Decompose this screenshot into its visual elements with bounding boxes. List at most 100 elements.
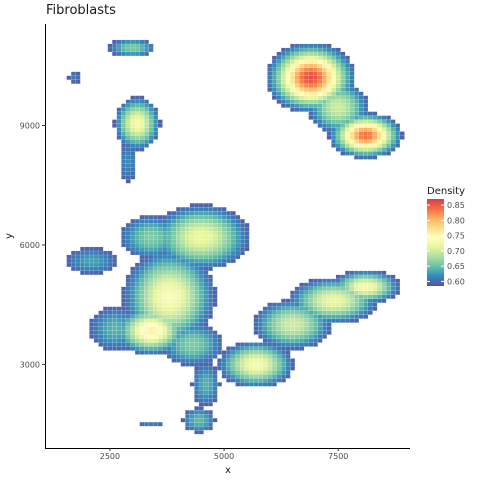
density-tile (335, 71, 341, 76)
density-tile (148, 43, 154, 49)
density-tile (299, 103, 305, 108)
density-tile (198, 222, 204, 228)
density-tile (194, 219, 200, 224)
density-tile (386, 274, 391, 279)
density-tile (121, 51, 127, 57)
density-tile (363, 314, 369, 319)
density-tile (171, 211, 177, 216)
density-tile (121, 314, 127, 319)
density-tile (116, 115, 122, 120)
density-tile (180, 338, 186, 343)
density-tile (148, 47, 154, 53)
density-tile (112, 310, 117, 315)
density-tile (372, 302, 378, 307)
density-tile (244, 378, 250, 383)
density-tile (367, 127, 373, 132)
density-tile (381, 274, 387, 279)
density-tile (171, 302, 177, 307)
density-tile (125, 334, 131, 339)
density-tile (281, 67, 286, 72)
density-tile (107, 250, 113, 256)
density-tile (358, 286, 364, 291)
density-tile (139, 254, 145, 260)
density-tile (340, 282, 346, 287)
density-tile (271, 366, 277, 371)
density-tile (203, 418, 209, 423)
density-tile (153, 230, 159, 236)
density-tile (335, 286, 341, 291)
density-tile (208, 370, 213, 375)
density-tile (125, 246, 131, 252)
density-tile (340, 127, 346, 132)
density-tile (116, 119, 122, 124)
density-tile (399, 135, 405, 140)
density-tile (331, 282, 337, 287)
density-tile (103, 342, 108, 347)
density-tile (180, 266, 186, 272)
density-tile (294, 290, 300, 295)
density-tile (249, 374, 254, 379)
density-tile (144, 39, 149, 45)
density-tile (166, 215, 172, 220)
density-tile (212, 234, 218, 240)
density-tile (208, 282, 213, 287)
density-tile (345, 127, 350, 132)
density-tile (299, 95, 305, 100)
density-tile (185, 322, 191, 327)
density-tile (166, 254, 172, 260)
density-tile (326, 51, 332, 57)
density-tile (203, 314, 209, 319)
density-tile (130, 290, 136, 295)
density-tile (294, 47, 300, 53)
density-tile (235, 234, 241, 240)
density-tile (139, 330, 145, 335)
density-tile (171, 278, 177, 283)
density-tile (340, 67, 346, 72)
density-tile (125, 103, 131, 108)
density-tile (345, 107, 350, 112)
density-tile (290, 298, 296, 303)
density-tile (153, 119, 159, 124)
density-tile (331, 67, 337, 72)
density-tile (103, 262, 108, 268)
density-tile (372, 274, 378, 279)
density-tile (340, 95, 346, 100)
density-tile (134, 238, 140, 244)
density-tile (308, 51, 314, 57)
density-tile (116, 51, 122, 57)
density-tile (235, 350, 241, 355)
density-tile (130, 163, 136, 168)
density-tile (358, 131, 364, 136)
density-tile (180, 250, 186, 256)
density-tile (144, 222, 149, 228)
density-tile (203, 246, 209, 252)
density-tile (180, 262, 186, 268)
density-tile (331, 286, 337, 291)
density-tile (326, 127, 332, 132)
density-tile (107, 338, 113, 343)
density-tile (244, 226, 250, 232)
density-tile (66, 262, 72, 268)
density-tile (139, 322, 145, 327)
density-tile (358, 270, 364, 275)
density-tile (130, 135, 136, 140)
density-tile (303, 67, 309, 72)
density-tile (212, 334, 218, 339)
density-tile (349, 139, 355, 144)
density-tile (112, 47, 117, 53)
density-tile (148, 338, 154, 343)
density-tile (363, 278, 369, 283)
density-tile (235, 230, 241, 236)
density-tile (381, 127, 387, 132)
density-tile (144, 330, 149, 335)
density-tile (171, 330, 177, 335)
density-tile (230, 219, 236, 224)
density-tile (212, 398, 218, 403)
density-tile (130, 175, 136, 180)
density-tile (185, 314, 191, 319)
density-tile (153, 306, 159, 311)
density-tile (281, 354, 286, 359)
density-tile (84, 254, 90, 260)
density-tile (290, 334, 296, 339)
density-tile (367, 310, 373, 315)
